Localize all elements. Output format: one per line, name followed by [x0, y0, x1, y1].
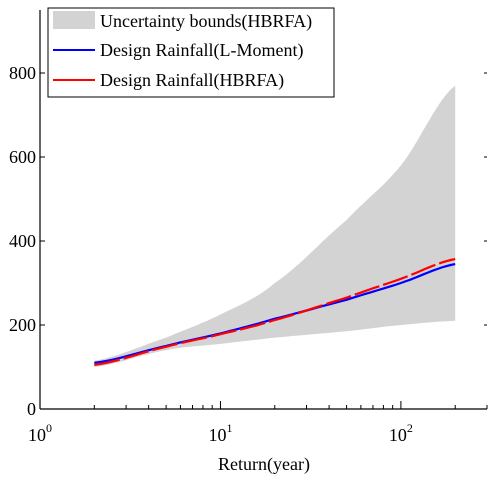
- series-line-hbrfa: [94, 258, 456, 366]
- tick-layer: 0 200 400 600 800 100 101 102: [9, 63, 488, 445]
- x-tick-label: 100: [28, 421, 52, 445]
- y-tick-label: 200: [9, 315, 36, 335]
- legend-label-hbrfa: Design Rainfall(HBRFA): [100, 70, 284, 91]
- legend-swatch-band: [53, 11, 95, 29]
- y-tick-label: 800: [9, 63, 36, 83]
- legend: Uncertainty bounds(HBRFA) Design Rainfal…: [47, 7, 335, 98]
- x-axis-label: Return(year): [218, 454, 310, 475]
- axis-layer: [39, 10, 487, 410]
- x-tick-label: 101: [208, 421, 232, 445]
- uncertainty-band: [94, 85, 456, 367]
- legend-box: [47, 7, 335, 98]
- y-tick-label: 0: [27, 399, 36, 419]
- band-layer: [94, 85, 456, 367]
- line-layer: [94, 258, 456, 366]
- y-tick-label: 400: [9, 231, 36, 251]
- legend-label-lmoment: Design Rainfall(L-Moment): [100, 40, 303, 61]
- legend-label-band: Uncertainty bounds(HBRFA): [100, 11, 312, 32]
- y-tick-label: 600: [9, 147, 36, 167]
- x-tick-label: 102: [389, 421, 413, 445]
